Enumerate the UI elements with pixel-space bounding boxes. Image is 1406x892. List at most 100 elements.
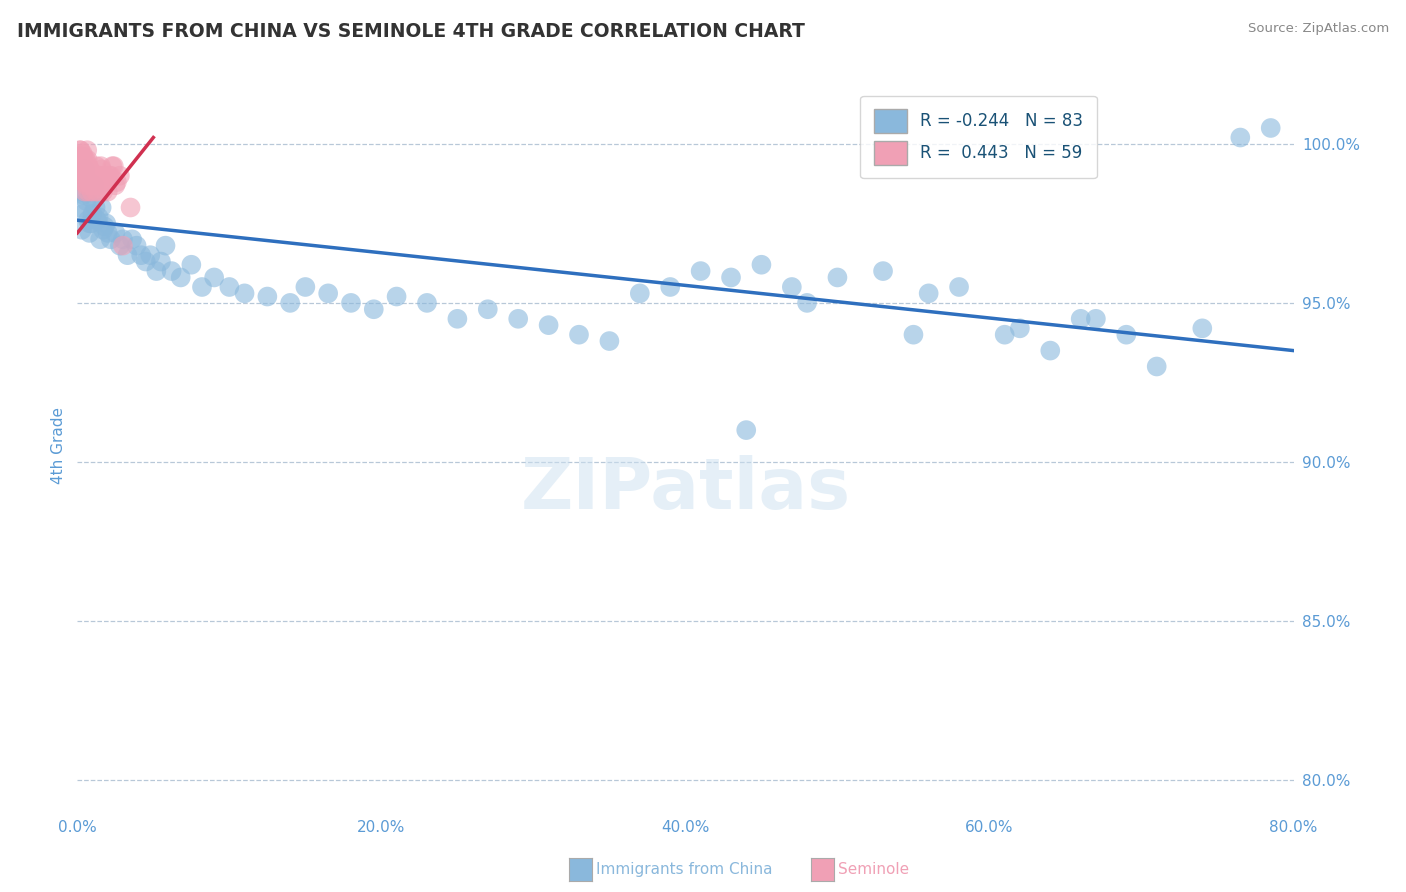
Point <box>202 270 225 285</box>
Point <box>75 178 97 193</box>
Point <box>720 270 742 285</box>
Point <box>100 169 122 183</box>
Point <box>751 258 773 272</box>
Point <box>256 289 278 303</box>
Point <box>69 201 91 215</box>
Point <box>79 162 101 177</box>
Point <box>93 169 115 183</box>
Point <box>129 248 152 262</box>
Point <box>948 280 970 294</box>
Point <box>72 207 94 221</box>
Point <box>67 159 90 173</box>
Point <box>117 248 139 262</box>
Point <box>1191 321 1213 335</box>
Point <box>1070 311 1092 326</box>
Point <box>90 159 112 173</box>
Point <box>155 238 177 252</box>
Point <box>218 280 240 294</box>
Point <box>316 286 339 301</box>
Point <box>96 175 118 189</box>
Point <box>160 264 183 278</box>
Point <box>84 201 107 215</box>
Point <box>628 286 651 301</box>
Point <box>80 178 103 193</box>
Point <box>69 150 91 164</box>
Point <box>735 423 758 437</box>
Point <box>86 213 108 227</box>
Point <box>83 175 105 189</box>
Point <box>98 169 121 183</box>
Point <box>446 311 468 326</box>
Point <box>90 162 112 177</box>
Point <box>105 175 128 189</box>
Point <box>82 169 104 183</box>
Point <box>278 296 301 310</box>
Point <box>135 254 157 268</box>
Point <box>72 146 94 161</box>
Point <box>80 191 103 205</box>
Point <box>77 159 100 173</box>
Point <box>827 270 849 285</box>
Point <box>416 296 439 310</box>
Point <box>79 162 101 177</box>
Point <box>104 178 127 193</box>
Point <box>73 185 96 199</box>
Point <box>70 169 93 183</box>
Point <box>108 169 131 183</box>
Point <box>75 194 97 208</box>
Point <box>103 159 125 173</box>
Point <box>233 286 256 301</box>
Point <box>69 143 91 157</box>
Point <box>90 201 112 215</box>
Point <box>1260 120 1282 135</box>
Point <box>89 169 111 183</box>
Point <box>918 286 941 301</box>
Point <box>67 153 90 167</box>
Point <box>120 201 142 215</box>
Point <box>340 296 363 310</box>
Point <box>568 327 591 342</box>
Point <box>294 280 316 294</box>
Point <box>69 143 91 157</box>
Point <box>77 175 100 189</box>
Point <box>101 159 124 173</box>
Point <box>97 226 120 240</box>
Point <box>75 169 97 183</box>
Point <box>86 159 108 173</box>
Point <box>872 264 894 278</box>
Point <box>73 162 96 177</box>
Point <box>796 296 818 310</box>
Point <box>100 232 122 246</box>
Point <box>1229 130 1251 145</box>
Point <box>82 207 104 221</box>
Point <box>125 238 148 252</box>
Point <box>108 238 131 252</box>
Point <box>91 223 114 237</box>
Point <box>780 280 803 294</box>
Point <box>537 318 560 333</box>
Point <box>139 248 162 262</box>
Point <box>75 153 97 167</box>
Point <box>96 216 118 230</box>
Point <box>79 216 101 230</box>
Point <box>477 302 499 317</box>
Point <box>77 175 100 189</box>
Point <box>1084 311 1107 326</box>
Point <box>508 311 530 326</box>
Point <box>111 232 134 246</box>
Point <box>1146 359 1168 374</box>
Point <box>689 264 711 278</box>
Point <box>80 185 103 199</box>
Point <box>87 210 110 224</box>
Point <box>72 187 94 202</box>
Point <box>1008 321 1031 335</box>
Text: Source: ZipAtlas.com: Source: ZipAtlas.com <box>1249 22 1389 36</box>
Point <box>77 213 100 227</box>
Point <box>83 178 105 193</box>
Text: Immigrants from China: Immigrants from China <box>596 863 773 877</box>
Text: IMMIGRANTS FROM CHINA VS SEMINOLE 4TH GRADE CORRELATION CHART: IMMIGRANTS FROM CHINA VS SEMINOLE 4TH GR… <box>17 22 804 41</box>
Point <box>191 280 214 294</box>
Point <box>903 327 925 342</box>
Point <box>170 270 193 285</box>
Point <box>75 169 97 183</box>
